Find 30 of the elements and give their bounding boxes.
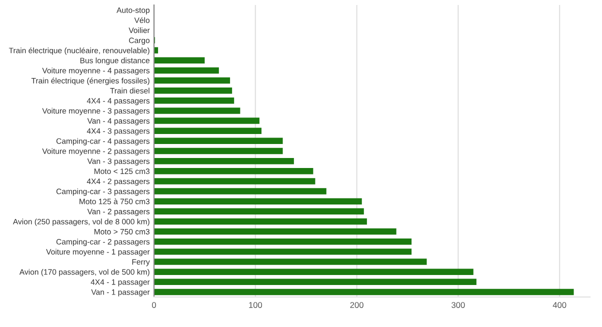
bar [154,128,262,134]
bar [154,278,476,286]
x-tick-label: 400 [552,302,566,308]
bar [154,87,232,94]
bar [154,67,219,74]
bar [154,198,362,204]
bar [154,178,316,184]
bar [154,138,283,144]
bar [154,258,427,265]
bar [154,47,158,54]
x-tick-label: 300 [452,302,465,308]
bar [154,218,367,225]
bar [154,228,396,235]
bar [154,238,412,245]
bar [154,168,314,174]
bar [154,108,240,114]
bar [154,268,474,275]
bar [154,148,283,154]
bar [154,158,294,164]
bar [154,208,364,215]
x-tick-label: 0 [152,302,156,308]
bar [154,57,205,64]
bar [154,98,234,104]
bar [154,288,574,296]
bar [154,248,412,255]
x-tick-label: 200 [350,302,364,308]
x-tick-label: 100 [249,302,262,308]
bar [154,77,230,84]
bar [154,118,260,124]
bar [154,188,326,194]
